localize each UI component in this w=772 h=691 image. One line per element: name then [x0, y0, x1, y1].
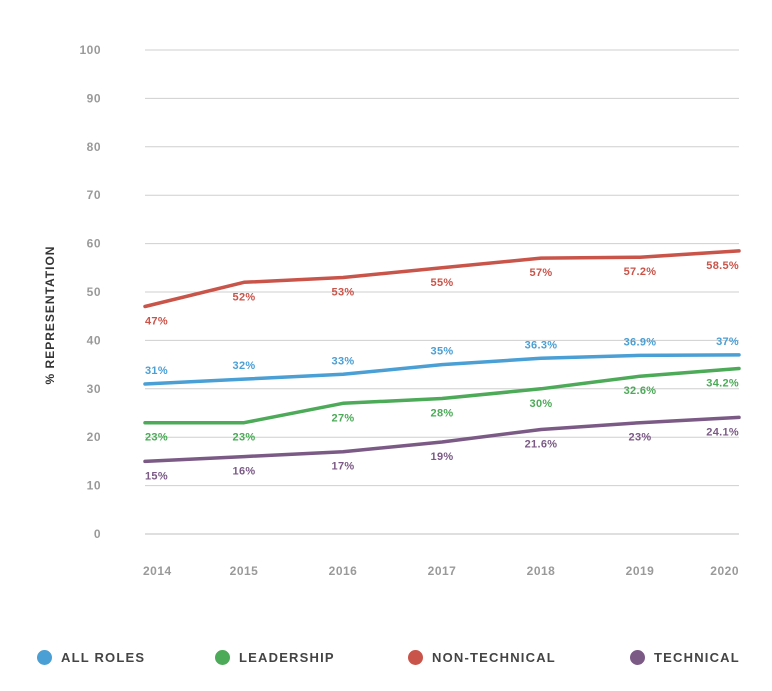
legend-label-all-roles: ALL ROLES	[61, 650, 146, 665]
gridlines	[145, 49, 739, 535]
data-label: 23%	[145, 432, 168, 444]
y-tick-label: 30	[87, 382, 101, 396]
legend-swatch-technical	[630, 650, 645, 665]
y-axis-label: % REPRESENTATION	[43, 246, 57, 385]
x-tick-label: 2016	[329, 564, 358, 578]
x-tick-label: 2019	[626, 564, 655, 578]
data-label: 17%	[332, 461, 355, 473]
data-label: 32%	[233, 360, 256, 372]
data-label: 32.6%	[624, 385, 657, 397]
series-line-non-technical	[143, 249, 741, 309]
data-label: 35%	[431, 346, 454, 358]
legend-item-technical: TECHNICAL	[630, 650, 740, 665]
data-label: 52%	[233, 291, 256, 303]
data-labels: 31% 32% 33% 35% 36.3% 36.9% 37% 23% 23% 27% 28% 30%…	[145, 260, 739, 483]
series-line-leadership	[143, 366, 741, 425]
y-axis-ticks: 0 10 20 30 40 50 60 70 80 90 100	[79, 43, 101, 541]
data-label: 27%	[332, 412, 355, 424]
y-tick-label: 20	[87, 430, 101, 444]
y-tick-label: 100	[79, 43, 101, 57]
x-tick-label: 2018	[527, 564, 556, 578]
legend-swatch-non-technical	[408, 650, 423, 665]
series-line-technical	[143, 415, 741, 464]
legend-item-all-roles: ALL ROLES	[37, 650, 145, 665]
x-tick-label: 2017	[428, 564, 457, 578]
y-tick-label: 40	[87, 333, 101, 347]
legend: ALL ROLES LEADERSHIP NON-TECHNICAL TECHN…	[0, 650, 772, 674]
data-label: 57.2%	[624, 266, 657, 278]
y-tick-label: 0	[94, 527, 101, 541]
data-label: 23%	[233, 432, 256, 444]
data-label: 30%	[530, 398, 553, 410]
legend-item-leadership: LEADERSHIP	[215, 650, 335, 665]
data-label: 37%	[716, 336, 739, 348]
data-label: 28%	[431, 407, 454, 419]
data-label: 36.3%	[525, 339, 558, 351]
legend-label-technical: TECHNICAL	[654, 650, 740, 665]
x-tick-label: 2014	[143, 564, 172, 578]
data-label: 55%	[431, 277, 454, 289]
data-label: 15%	[145, 470, 168, 482]
x-axis-ticks: 2014 2015 2016 2017 2018 2019 2020	[143, 564, 739, 578]
y-tick-label: 60	[87, 237, 101, 251]
data-label: 53%	[332, 286, 355, 298]
data-label: 24.1%	[706, 426, 739, 438]
y-tick-label: 90	[87, 91, 101, 105]
data-label: 21.6%	[525, 438, 558, 450]
data-label: 33%	[332, 355, 355, 367]
y-tick-label: 50	[87, 285, 101, 299]
data-label: 34.2%	[706, 377, 739, 389]
legend-item-non-technical: NON-TECHNICAL	[408, 650, 556, 665]
legend-label-non-technical: NON-TECHNICAL	[432, 650, 556, 665]
x-tick-label: 2020	[710, 564, 739, 578]
y-tick-label: 70	[87, 188, 101, 202]
legend-label-leadership: LEADERSHIP	[239, 650, 335, 665]
y-tick-label: 10	[87, 479, 101, 493]
series-lines	[143, 249, 741, 464]
series-line-all-roles	[143, 353, 741, 386]
x-tick-label: 2015	[230, 564, 259, 578]
data-label: 16%	[233, 466, 256, 478]
y-tick-label: 80	[87, 140, 101, 154]
data-label: 57%	[530, 267, 553, 279]
legend-swatch-leadership	[215, 650, 230, 665]
data-label: 19%	[431, 451, 454, 463]
data-label: 23%	[629, 432, 652, 444]
legend-swatch-all-roles	[37, 650, 52, 665]
data-label: 36.9%	[624, 336, 657, 348]
data-label: 47%	[145, 316, 168, 328]
data-label: 31%	[145, 365, 168, 377]
data-label: 58.5%	[706, 260, 739, 272]
